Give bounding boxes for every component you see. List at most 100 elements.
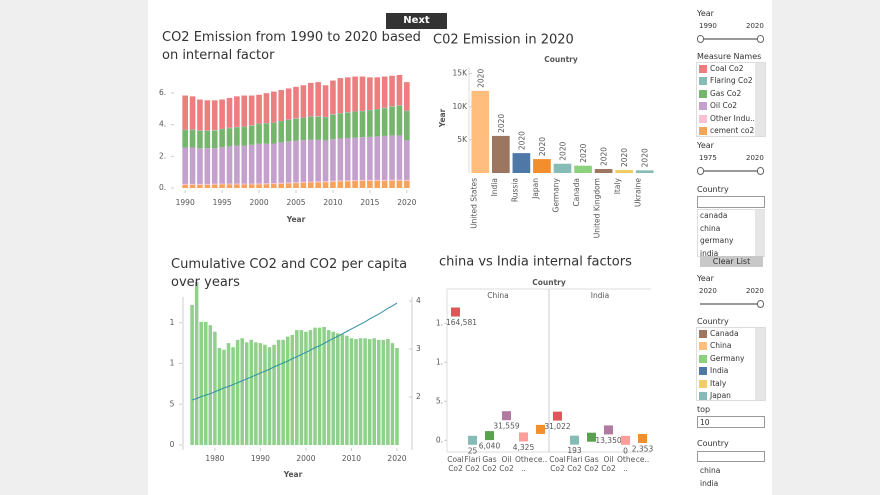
- bar-segment: [307, 181, 314, 183]
- bar-segment: [396, 135, 403, 180]
- legend-swatch: [699, 127, 707, 135]
- bar-segment: [263, 184, 270, 188]
- bar-segment: [337, 180, 344, 182]
- bar-segment: [197, 184, 203, 188]
- bar-label: 2020: [517, 131, 526, 150]
- value-label: 2,353: [632, 444, 654, 453]
- bar: [226, 343, 231, 445]
- y-tick-label: 1: [170, 318, 175, 327]
- bar-segment: [219, 184, 225, 188]
- slider-handle[interactable]: [697, 167, 704, 175]
- dot: [519, 432, 528, 442]
- legend-swatch: [699, 367, 707, 376]
- x-tick-label: India: [490, 178, 499, 196]
- x-tick-label: Oil Co2: [499, 455, 514, 473]
- bar-segment: [344, 137, 351, 181]
- list-item[interactable]: india: [700, 479, 719, 488]
- bar: [386, 339, 390, 445]
- bar-segment: [248, 125, 255, 145]
- bar: [381, 339, 386, 445]
- bar-segment: [263, 183, 270, 185]
- bar-segment: [226, 183, 233, 185]
- bar: [471, 90, 490, 173]
- scrollbar[interactable]: [755, 63, 765, 136]
- top-input[interactable]: [697, 416, 765, 428]
- bar-segment: [285, 141, 292, 183]
- bar-segment: [322, 181, 329, 183]
- bar-segment: [404, 111, 410, 141]
- range-from: 1990: [699, 22, 717, 30]
- slider-handle[interactable]: [757, 300, 764, 308]
- bar-segment: [374, 109, 381, 137]
- value-label: 193: [567, 446, 582, 455]
- x-tick-label: 1995: [213, 198, 232, 207]
- value-label: 6,040: [479, 442, 501, 451]
- legend-label: Flaring Co2: [710, 76, 753, 86]
- bar-segment: [256, 183, 262, 185]
- bar-segment: [219, 183, 225, 185]
- bar-segment: [344, 112, 351, 138]
- slider-handle[interactable]: [757, 167, 764, 175]
- bar-segment: [374, 180, 381, 188]
- legend-box: [696, 62, 766, 137]
- range-to: 2020: [746, 22, 764, 30]
- x-tick-label: Coal Co2: [549, 455, 566, 473]
- legend-label: Oil Co2: [710, 101, 738, 111]
- search-input[interactable]: [697, 451, 765, 462]
- chart-title: CO2 Emission from 1990 to 2020 based on …: [162, 30, 421, 63]
- bar: [331, 331, 336, 445]
- x-tick-label: Oil Co2: [601, 455, 616, 473]
- bar-segment: [322, 117, 329, 141]
- x-tick-label: United Kingdom: [593, 178, 602, 238]
- bar-segment: [300, 181, 307, 183]
- bar: [217, 348, 222, 445]
- next-button[interactable]: Next: [386, 13, 447, 29]
- bar-segment: [226, 146, 233, 184]
- scrollbar[interactable]: [755, 210, 765, 256]
- bar-segment: [226, 97, 233, 128]
- list-item[interactable]: germany: [700, 236, 734, 246]
- slider-handle[interactable]: [757, 35, 764, 43]
- value-label: 13,350: [595, 436, 621, 445]
- bar: [249, 339, 254, 445]
- bar-segment: [315, 181, 321, 183]
- bar-segment: [330, 139, 336, 181]
- bar-segment: [322, 140, 329, 182]
- bar-segment: [404, 179, 410, 181]
- y-tick-label: 0.: [436, 435, 443, 444]
- x-axis-label: Year: [286, 215, 306, 224]
- bar-segment: [197, 148, 203, 184]
- bar-segment: [367, 110, 373, 137]
- bar: [263, 344, 267, 445]
- bar-segment: [256, 94, 262, 124]
- legend-label: cement co2: [710, 126, 754, 135]
- bar-segment: [219, 99, 225, 129]
- bar-segment: [263, 123, 270, 144]
- x-tick-label: 1990: [251, 454, 270, 463]
- list-item[interactable]: china: [700, 223, 721, 233]
- search-input[interactable]: [697, 196, 765, 208]
- x-tick-label: Othe ..: [515, 455, 534, 473]
- x-tick-label: United States: [469, 178, 478, 229]
- value-label: 31,022: [544, 422, 570, 431]
- bar: [376, 339, 381, 445]
- filter-label: Year: [697, 274, 714, 283]
- bar-segment: [367, 179, 373, 181]
- bar: [390, 343, 395, 445]
- range-to: 2020: [746, 154, 764, 162]
- bar-segment: [256, 184, 262, 188]
- list-item[interactable]: india: [700, 249, 719, 259]
- bar: [272, 344, 276, 445]
- bar-label: 2020: [497, 114, 506, 133]
- bar-segment: [330, 181, 336, 188]
- list-item[interactable]: canada: [700, 211, 728, 220]
- value-label: 164,581: [446, 318, 477, 327]
- clear-button[interactable]: Clear List: [700, 256, 763, 267]
- bar-segment: [337, 113, 344, 139]
- scrollbar[interactable]: [755, 328, 765, 400]
- list-item[interactable]: china: [700, 466, 721, 475]
- bar-segment: [352, 180, 358, 182]
- bar: [354, 339, 358, 445]
- bar-segment: [381, 135, 388, 180]
- slider-handle[interactable]: [697, 35, 704, 43]
